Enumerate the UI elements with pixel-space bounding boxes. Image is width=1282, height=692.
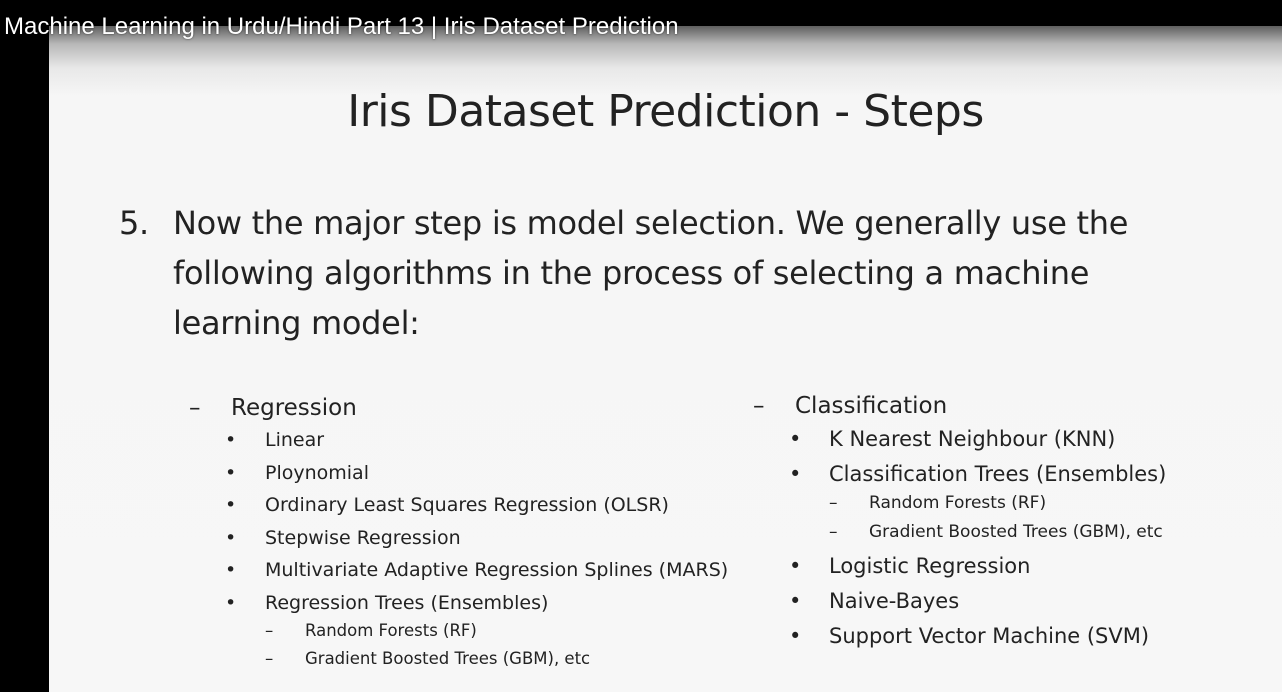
item-label: Regression Trees (Ensembles) (265, 591, 549, 614)
sub-list-item: – Gradient Boosted Trees (GBM), etc (189, 645, 728, 673)
category-label: Regression (231, 395, 357, 421)
item-label: Support Vector Machine (SVM) (829, 624, 1150, 648)
item-label: Multivariate Adaptive Regression Splines… (265, 559, 729, 581)
dash-marker: – (753, 393, 765, 419)
list-item: • Multivariate Adaptive Regression Spline… (189, 554, 728, 587)
bullet-marker: • (225, 526, 237, 549)
slide-title: Iris Dataset Prediction - Steps (347, 86, 984, 137)
item-label: Naive-Bayes (829, 589, 960, 613)
item-label: Classification Trees (Ensembles) (829, 462, 1167, 486)
bullet-marker: • (225, 429, 237, 451)
regression-heading: – Regression (189, 392, 728, 424)
list-item: • Support Vector Machine (SVM) (753, 619, 1166, 654)
step-paragraph: 5. Now the major step is model selection… (119, 198, 1199, 348)
slide: Iris Dataset Prediction - Steps 5. Now t… (49, 26, 1282, 692)
bullet-marker: • (225, 494, 237, 516)
item-label: Linear (265, 429, 325, 451)
classification-heading: – Classification (753, 390, 1166, 422)
dash-marker: – (829, 522, 838, 542)
classification-sublist: – Random Forests (RF) – Gradient Boosted T… (753, 489, 1166, 547)
classification-column: – Classification • K Nearest Neighbour (K… (753, 390, 1166, 654)
category-label: Classification (795, 393, 948, 419)
item-label: Gradient Boosted Trees (GBM), etc (305, 649, 591, 668)
dash-marker: – (189, 395, 201, 421)
item-label: Ploynomial (265, 461, 369, 484)
list-item: • Stepwise Regression (189, 522, 728, 555)
bullet-marker: • (789, 589, 802, 613)
item-label: Ordinary Least Squares Regression (OLSR) (265, 494, 669, 516)
list-item: • K Nearest Neighbour (KNN) (753, 422, 1166, 457)
item-label: Random Forests (RF) (869, 493, 1047, 513)
sub-list-item: – Random Forests (RF) (189, 617, 728, 645)
bullet-marker: • (225, 461, 237, 484)
step-line: learning model: (173, 304, 420, 342)
sub-list-item: – Random Forests (RF) (753, 489, 1166, 518)
bullet-marker: • (789, 462, 802, 486)
list-item: • Regression Trees (Ensembles) (189, 587, 728, 620)
bullet-marker: • (789, 427, 802, 451)
item-label: Logistic Regression (829, 554, 1031, 578)
list-item: • Ploynomial (189, 457, 728, 490)
regression-sublist: – Random Forests (RF) – Gradient Boosted T… (189, 617, 728, 673)
list-item: • Classification Trees (Ensembles) (753, 457, 1166, 492)
sub-list-item: – Gradient Boosted Trees (GBM), etc (753, 518, 1166, 547)
bullet-marker: • (789, 554, 802, 578)
step-line: Now the major step is model selection. W… (173, 204, 1129, 242)
step-text: Now the major step is model selection. W… (173, 198, 1199, 348)
regression-column: – Regression • Linear • Ploynomial • Ordina… (189, 392, 728, 673)
item-label: Random Forests (RF) (305, 621, 477, 640)
video-title[interactable]: Machine Learning in Urdu/Hindi Part 13 |… (4, 13, 679, 40)
bullet-marker: • (225, 559, 237, 581)
item-label: Stepwise Regression (265, 526, 461, 549)
item-label: Gradient Boosted Trees (GBM), etc (869, 522, 1163, 542)
classification-list-continued: • Logistic Regression • Naive-Bayes • Suppo… (753, 549, 1166, 654)
step-number: 5. (119, 204, 149, 242)
bullet-marker: • (225, 591, 237, 614)
regression-list: • Linear • Ploynomial • Ordinary Least Squa… (189, 424, 728, 619)
dash-marker: – (265, 621, 274, 640)
step-line: following algorithms in the process of s… (173, 254, 1090, 292)
list-item: • Naive-Bayes (753, 584, 1166, 619)
dash-marker: – (265, 649, 274, 668)
list-item: • Logistic Regression (753, 549, 1166, 584)
bullet-marker: • (789, 624, 802, 648)
item-label: K Nearest Neighbour (KNN) (829, 427, 1116, 451)
dash-marker: – (829, 493, 838, 513)
list-item: • Ordinary Least Squares Regression (OLSR… (189, 489, 728, 522)
classification-list: • K Nearest Neighbour (KNN) • Classificati… (753, 422, 1166, 492)
list-item: • Linear (189, 424, 728, 457)
